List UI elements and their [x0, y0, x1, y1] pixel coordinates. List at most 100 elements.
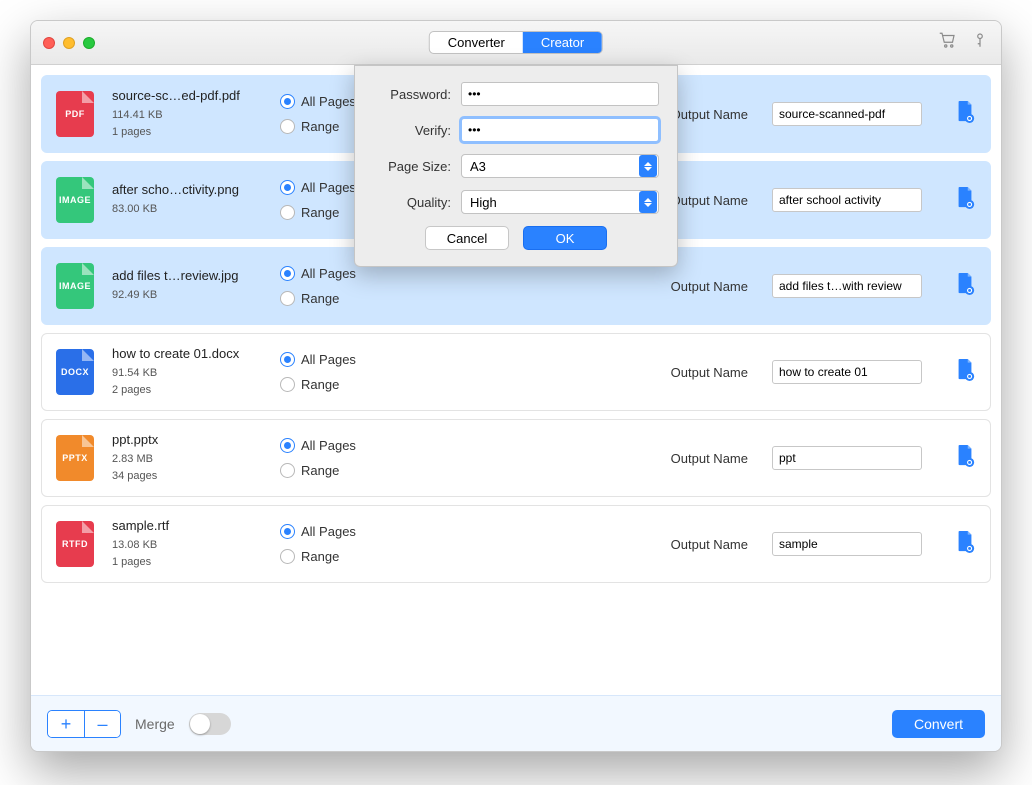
output-name-label: Output Name	[671, 279, 748, 294]
file-pages: 2 pages	[112, 382, 262, 399]
chevron-updown-icon	[639, 191, 657, 213]
file-name: ppt.pptx	[112, 432, 262, 447]
ok-button[interactable]: OK	[523, 226, 607, 250]
range-radio[interactable]: Range	[280, 549, 356, 564]
file-name: after scho…ctivity.png	[112, 182, 262, 197]
page-size-value: A3	[470, 159, 486, 174]
row-settings-icon[interactable]	[954, 529, 976, 560]
row-settings-icon[interactable]	[954, 271, 976, 302]
page-range-options: All Pages Range	[280, 352, 356, 392]
range-radio[interactable]: Range	[280, 205, 356, 220]
file-type-icon: PPTX	[56, 435, 94, 481]
output-name-input[interactable]	[772, 532, 922, 556]
traffic-lights	[43, 37, 95, 49]
output-name-label: Output Name	[671, 537, 748, 552]
key-icon[interactable]	[971, 31, 989, 54]
merge-toggle[interactable]	[189, 713, 231, 735]
minimize-icon[interactable]	[63, 37, 75, 49]
file-meta: add files t…review.jpg 92.49 KB	[112, 268, 262, 304]
page-range-options: All Pages Range	[280, 94, 356, 134]
page-range-options: All Pages Range	[280, 180, 356, 220]
tab-converter[interactable]: Converter	[430, 32, 523, 53]
output-name-label: Output Name	[671, 107, 748, 122]
file-type-icon: IMAGE	[56, 177, 94, 223]
file-size: 91.54 KB	[112, 365, 262, 382]
all-pages-radio[interactable]: All Pages	[280, 438, 356, 453]
close-icon[interactable]	[43, 37, 55, 49]
file-pages: 1 pages	[112, 124, 262, 141]
row-settings-icon[interactable]	[954, 185, 976, 216]
page-range-options: All Pages Range	[280, 524, 356, 564]
range-radio[interactable]: Range	[280, 119, 356, 134]
file-row[interactable]: RTFD sample.rtf 13.08 KB1 pages All Pages Ra…	[41, 505, 991, 583]
output-name-input[interactable]	[772, 188, 922, 212]
all-pages-radio[interactable]: All Pages	[280, 352, 356, 367]
password-label: Password:	[373, 87, 451, 102]
range-radio[interactable]: Range	[280, 291, 356, 306]
output-name-input[interactable]	[772, 102, 922, 126]
all-pages-radio[interactable]: All Pages	[280, 524, 356, 539]
add-file-button[interactable]: +	[48, 711, 84, 737]
file-name: sample.rtf	[112, 518, 262, 533]
titlebar: Converter Creator	[31, 21, 1001, 65]
file-size: 92.49 KB	[112, 287, 262, 304]
file-type-icon: PDF	[56, 91, 94, 137]
output-name-input[interactable]	[772, 446, 922, 470]
range-radio[interactable]: Range	[280, 463, 356, 478]
file-pages: 34 pages	[112, 468, 262, 485]
file-meta: how to create 01.docx 91.54 KB2 pages	[112, 346, 262, 398]
page-range-options: All Pages Range	[280, 266, 356, 306]
cart-icon[interactable]	[939, 31, 957, 54]
row-settings-icon[interactable]	[954, 443, 976, 474]
file-meta: source-sc…ed-pdf.pdf 114.41 KB1 pages	[112, 88, 262, 140]
file-name: source-sc…ed-pdf.pdf	[112, 88, 262, 103]
all-pages-radio[interactable]: All Pages	[280, 180, 356, 195]
file-meta: ppt.pptx 2.83 MB34 pages	[112, 432, 262, 484]
row-settings-icon[interactable]	[954, 357, 976, 388]
cancel-button[interactable]: Cancel	[425, 226, 509, 250]
add-remove-group: + –	[47, 710, 121, 738]
password-input[interactable]	[461, 82, 659, 106]
file-row[interactable]: DOCX how to create 01.docx 91.54 KB2 pages…	[41, 333, 991, 411]
quality-value: High	[470, 195, 497, 210]
verify-input[interactable]	[461, 118, 659, 142]
row-settings-icon[interactable]	[954, 99, 976, 130]
quality-label: Quality:	[373, 195, 451, 210]
page-size-select[interactable]: A3	[461, 154, 659, 178]
file-size: 114.41 KB	[112, 107, 262, 124]
all-pages-radio[interactable]: All Pages	[280, 94, 356, 109]
file-meta: sample.rtf 13.08 KB1 pages	[112, 518, 262, 570]
output-name-label: Output Name	[671, 365, 748, 380]
file-type-icon: RTFD	[56, 521, 94, 567]
quality-select[interactable]: High	[461, 190, 659, 214]
app-window: Converter Creator PDF source-sc…ed-pdf.pd…	[30, 20, 1002, 752]
merge-label: Merge	[135, 716, 175, 732]
convert-button[interactable]: Convert	[892, 710, 985, 738]
maximize-icon[interactable]	[83, 37, 95, 49]
file-pages: 1 pages	[112, 554, 262, 571]
output-name-label: Output Name	[671, 451, 748, 466]
output-name-input[interactable]	[772, 274, 922, 298]
verify-label: Verify:	[373, 123, 451, 138]
output-name-label: Output Name	[671, 193, 748, 208]
page-size-label: Page Size:	[373, 159, 451, 174]
file-size: 83.00 KB	[112, 201, 262, 218]
mode-segmented-control[interactable]: Converter Creator	[429, 31, 603, 54]
remove-file-button[interactable]: –	[84, 711, 120, 737]
file-type-icon: IMAGE	[56, 263, 94, 309]
file-type-icon: DOCX	[56, 349, 94, 395]
file-meta: after scho…ctivity.png 83.00 KB	[112, 182, 262, 218]
range-radio[interactable]: Range	[280, 377, 356, 392]
file-size: 13.08 KB	[112, 537, 262, 554]
all-pages-radio[interactable]: All Pages	[280, 266, 356, 281]
chevron-updown-icon	[639, 155, 657, 177]
file-name: how to create 01.docx	[112, 346, 262, 361]
file-name: add files t…review.jpg	[112, 268, 262, 283]
settings-sheet: Password: Verify: Page Size: A3 Quality:…	[354, 65, 678, 267]
footer-toolbar: + – Merge Convert	[31, 695, 1001, 751]
file-row[interactable]: PPTX ppt.pptx 2.83 MB34 pages All Pages Rang…	[41, 419, 991, 497]
output-name-input[interactable]	[772, 360, 922, 384]
page-range-options: All Pages Range	[280, 438, 356, 478]
file-size: 2.83 MB	[112, 451, 262, 468]
tab-creator[interactable]: Creator	[523, 32, 602, 53]
